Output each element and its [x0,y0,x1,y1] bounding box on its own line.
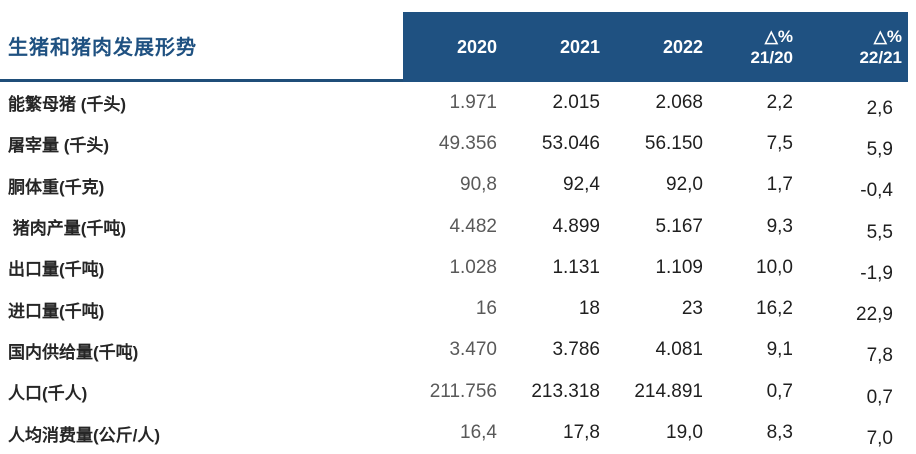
period-22-21: 22/21 [859,48,902,67]
cell-2022: 56.150 [644,132,703,154]
cell-2021: 4.899 [552,215,600,237]
cell-2020: 1.028 [449,256,497,278]
cell-2020: 49.356 [438,132,497,154]
cell-2020: 4.482 [449,215,497,237]
cell-2021: 18 [578,298,600,320]
cell-2020: 211.756 [429,380,497,402]
table-header: 生猪和猪肉发展形势 2020 2021 2022 △% 21/20 △% 22/… [0,12,916,82]
cell-2020: 3.470 [449,339,497,361]
cell-2020: 90,8 [460,174,497,196]
cell-2022: 2.068 [655,91,703,113]
cell-pct-21-20: 8,3 [766,422,793,444]
row-label: 国内供给量(千吨) [8,342,139,362]
cell-2022: 214.891 [634,380,703,402]
period-21-20: 21/20 [750,48,793,67]
delta-percent-symbol: △% [764,27,793,46]
row-label: 能繁母猪 (千头) [8,95,127,115]
table-row-export-volume: 出口量(千吨) 1.028 1.131 1.109 10,0 -1,9 [0,247,916,288]
table-row-breeding-sows: 能繁母猪 (千头) 1.971 2.015 2.068 2,2 2,6 [0,82,916,123]
table-row-carcass-weight: 胴体重(千克) 90,8 92,4 92,0 1,7 -0,4 [0,165,916,206]
cell-2020: 16,4 [460,422,497,444]
row-label: 人口(千人) [8,384,88,404]
cell-pct-22-21: 5,5 [866,221,893,243]
cell-2021: 2.015 [552,91,600,113]
row-label: 出口量(千吨) [8,260,105,280]
cell-pct-22-21: 22,9 [856,304,893,326]
cell-2020: 1.971 [449,91,497,113]
cell-pct-22-21: 2,6 [866,97,893,119]
table-row-pork-production: 猪肉产量(千吨) 4.482 4.899 5.167 9,3 5,5 [0,206,916,247]
cell-pct-21-20: 10,0 [756,256,793,278]
table-row-import-volume: 进口量(千吨) 16 18 23 16,2 22,9 [0,288,916,329]
col-header-2021: 2021 [497,12,600,82]
cell-pct-21-20: 2,2 [766,91,793,113]
cell-pct-21-20: 0,7 [766,380,793,402]
cell-pct-22-21: 7,8 [866,345,893,367]
page-title: 生猪和猪肉发展形势 [0,12,403,82]
delta-percent-symbol: △% [873,27,902,46]
table-row-domestic-supply: 国内供给量(千吨) 3.470 3.786 4.081 9,1 7,8 [0,330,916,371]
table-row-population: 人口(千人) 211.756 213.318 214.891 0,7 0,7 [0,371,916,412]
col-header-pct-21-20: △% 21/20 [703,12,793,82]
col-header-2022: 2022 [600,12,703,82]
cell-pct-22-21: 0,7 [866,386,893,408]
cell-2021: 53.046 [541,132,600,154]
table-row-per-capita-consumption: 人均消费量(公斤/人) 16,4 17,8 19,0 8,3 7,0 [0,412,916,453]
cell-2020: 16 [475,298,497,320]
row-label: 胴体重(千克) [8,177,105,197]
cell-2021: 3.786 [552,339,600,361]
cell-2022: 23 [681,298,703,320]
table-row-slaughter-volume: 屠宰量 (千头) 49.356 53.046 56.150 7,5 5,9 [0,123,916,164]
cell-2021: 17,8 [563,422,600,444]
col-header-pct-22-21: △% 22/21 [793,12,908,82]
cell-pct-22-21: 7,0 [866,428,893,450]
cell-2022: 4.081 [655,339,703,361]
cell-2022: 19,0 [666,422,703,444]
row-label: 屠宰量 (千头) [8,136,110,156]
cell-pct-22-21: 5,9 [866,138,893,160]
cell-2021: 1.131 [552,256,600,278]
cell-pct-21-20: 7,5 [766,132,793,154]
cell-2022: 92,0 [666,174,703,196]
cell-2022: 1.109 [655,256,703,278]
row-label: 人均消费量(公斤/人) [8,425,161,445]
cell-2021: 213.318 [531,380,600,402]
cell-pct-22-21: -0,4 [860,180,893,202]
cell-2022: 5.167 [655,215,703,237]
cell-pct-21-20: 9,1 [766,339,793,361]
row-label: 进口量(千吨) [8,301,105,321]
cell-pct-22-21: -1,9 [860,262,893,284]
col-header-2020: 2020 [403,12,497,82]
cell-pct-21-20: 9,3 [766,215,793,237]
cell-pct-21-20: 16,2 [756,298,793,320]
cell-pct-21-20: 1,7 [766,174,793,196]
row-label: 猪肉产量(千吨) [8,219,127,239]
cell-2021: 92,4 [563,174,600,196]
